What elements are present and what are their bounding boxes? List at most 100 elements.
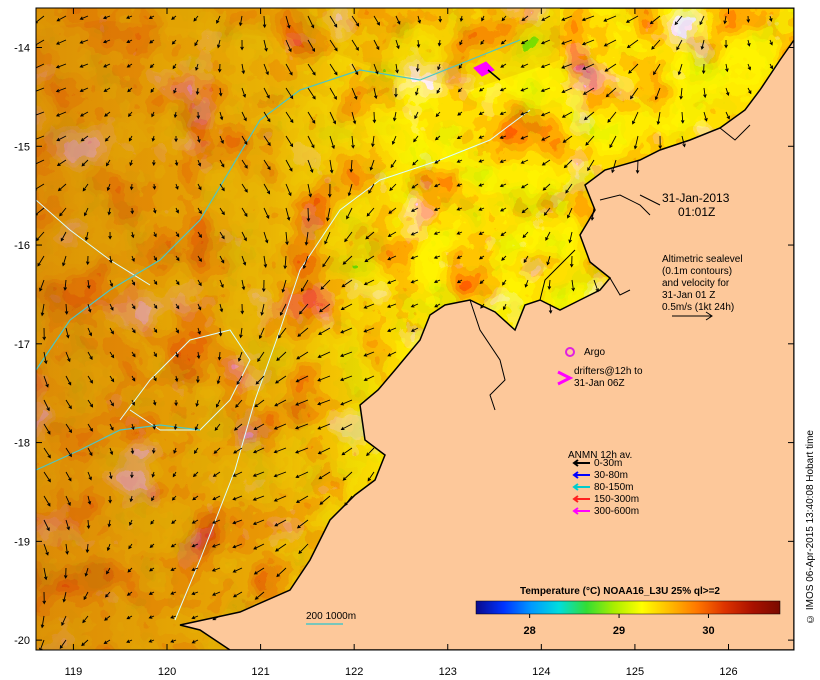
velocity-arrow-icon (131, 255, 135, 262)
velocity-arrow-icon (253, 423, 265, 430)
velocity-arrow-icon (191, 639, 199, 644)
velocity-arrow-icon (281, 279, 287, 293)
legend-title: ANMN 12h av. (568, 450, 632, 461)
velocity-arrow-icon (363, 327, 375, 333)
velocity-arrow-icon (150, 519, 155, 525)
velocity-arrow-icon (197, 255, 202, 263)
velocity-arrow-icon (415, 87, 419, 96)
velocity-arrow-icon (541, 159, 551, 166)
velocity-arrow-icon (561, 111, 573, 118)
velocity-arrow-icon (329, 111, 337, 125)
velocity-arrow-icon (582, 87, 595, 95)
velocity-arrow-icon (725, 63, 729, 73)
y-tick-label-4: -18 (14, 438, 30, 450)
velocity-arrow-icon (170, 567, 177, 571)
velocity-arrow-icon (195, 63, 199, 71)
velocity-arrow-icon (195, 87, 200, 96)
velocity-arrow-icon (372, 111, 377, 124)
imos-credit: © IMOS 06-Apr-2015 13:40:08 Hobart time (805, 430, 816, 624)
isobath-lines (36, 39, 521, 471)
time-label: 01:01Z (678, 205, 715, 219)
velocity-arrow-icon (701, 63, 706, 75)
velocity-arrow-icon (499, 183, 507, 188)
velocity-arrow-icon (456, 231, 463, 235)
drifter-chevron-icon (557, 370, 574, 386)
velocity-arrow-icon (36, 159, 45, 166)
velocity-arrow-icon (285, 87, 294, 100)
velocity-arrow-icon (43, 423, 51, 435)
velocity-arrow-icon (437, 39, 442, 47)
velocity-arrow-icon (80, 135, 89, 142)
velocity-arrow-icon (386, 303, 397, 308)
velocity-arrow-icon (235, 399, 243, 408)
velocity-arrow-icon (43, 351, 48, 365)
velocity-arrow-icon (369, 159, 375, 171)
velocity-arrow-icon (56, 15, 67, 22)
velocity-arrow-icon (543, 207, 551, 216)
velocity-arrow-icon (109, 279, 114, 288)
drifter-track (473, 61, 501, 81)
kimberley-coast-detail (469, 124, 751, 411)
velocity-arrow-icon (603, 15, 617, 22)
velocity-arrow-icon (59, 207, 67, 217)
velocity-arrow-icon (263, 39, 268, 52)
velocity-arrow-icon (329, 159, 334, 174)
velocity-arrow-icon (456, 159, 463, 163)
date-label: 31-Jan-2013 (662, 191, 730, 205)
velocity-arrow-icon (87, 399, 94, 408)
colorbar-tick-label-0: 28 (524, 625, 536, 637)
velocity-arrow-icon (197, 327, 201, 335)
velocity-arrow-icon (605, 87, 617, 98)
velocity-arrow-icon (410, 327, 419, 332)
velocity-arrow-icon (193, 447, 199, 454)
velocity-arrow-icon (174, 159, 179, 167)
velocity-arrow-icon (171, 519, 177, 524)
velocity-arrow-icon (55, 87, 67, 93)
velocity-arrow-icon (130, 207, 135, 215)
velocity-arrow-icon (194, 423, 199, 431)
velocity-arrow-icon (84, 231, 89, 241)
velocity-arrow-icon (240, 303, 245, 315)
velocity-arrow-icon (300, 279, 309, 293)
velocity-arrow-icon (499, 87, 507, 92)
velocity-arrow-icon (478, 207, 485, 211)
velocity-arrow-icon (106, 183, 111, 192)
velocity-arrow-icon (520, 39, 529, 45)
velocity-arrow-icon (478, 231, 485, 235)
velocity-arrow-icon (173, 447, 177, 454)
velocity-arrow-icon (371, 135, 375, 148)
velocity-arrow-icon (545, 231, 551, 241)
velocity-arrow-icon (170, 615, 177, 619)
velocity-arrow-icon (656, 111, 661, 125)
velocity-arrow-icon (191, 543, 199, 548)
velocity-vectors (36, 15, 773, 650)
velocity-arrow-icon (649, 15, 661, 25)
velocity-arrow-icon (102, 15, 111, 20)
y-tick-label-0: -14 (14, 43, 30, 55)
colorbar-title: Temperature (°C) NOAA16_L3U 25% ql>=2 (520, 586, 720, 597)
velocity-arrow-icon (547, 279, 552, 290)
velocity-arrow-icon (502, 303, 507, 311)
map-axes: 119 120 121 122 123 124 125 126 -14 -15 -16 -17 -18 -… (14, 8, 794, 678)
velocity-arrow-icon (724, 39, 728, 49)
legend-label-4: 300-600m (594, 506, 639, 517)
velocity-arrow-icon (297, 327, 309, 337)
velocity-arrow-icon (152, 159, 156, 166)
velocity-arrow-icon (542, 183, 551, 191)
velocity-arrow-icon (294, 423, 309, 430)
velocity-arrow-icon (109, 375, 115, 383)
velocity-arrow-icon (43, 567, 48, 581)
velocity-arrow-icon (273, 423, 287, 430)
velocity-arrow-icon (479, 279, 485, 285)
x-tick-label-0: 119 (65, 666, 83, 678)
velocity-arrow-icon (436, 87, 441, 94)
velocity-arrow-icon (298, 303, 309, 315)
velocity-arrow-icon (480, 303, 485, 309)
velocity-arrow-icon (329, 15, 338, 28)
velocity-arrow-icon (342, 255, 353, 265)
velocity-arrow-icon (340, 423, 353, 431)
velocity-arrow-icon (107, 207, 112, 216)
velocity-arrow-icon (319, 303, 331, 313)
velocity-arrow-icon (153, 327, 158, 334)
velocity-arrow-icon (478, 111, 485, 115)
